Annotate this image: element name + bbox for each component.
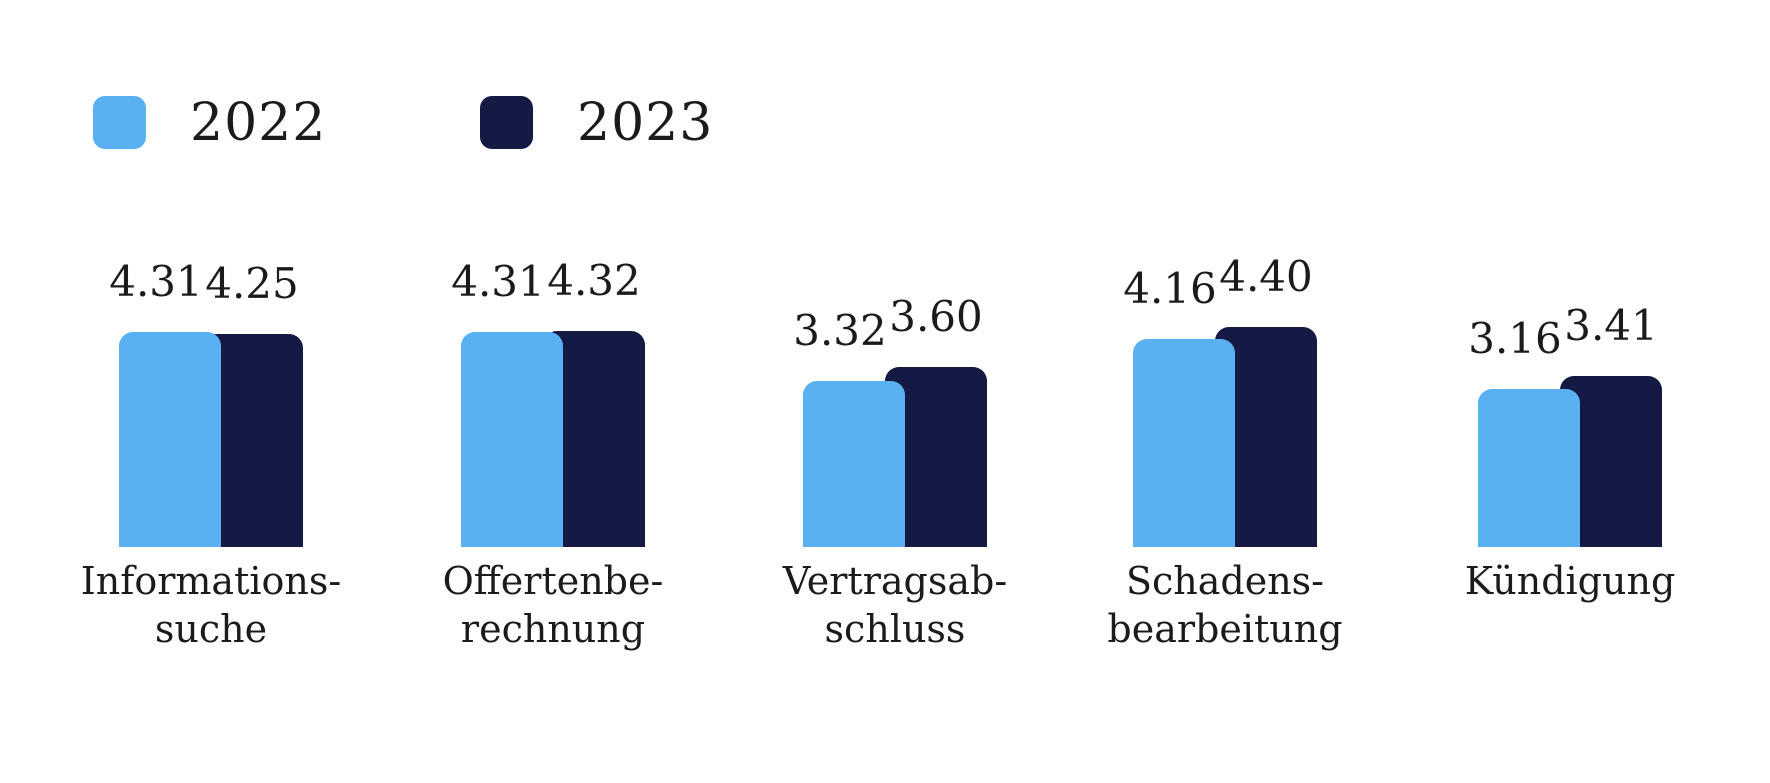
value-label-2023-4: 4.40 bbox=[1219, 252, 1313, 301]
legend-label-2023: 2023 bbox=[577, 92, 714, 153]
bar-2022-5 bbox=[1478, 389, 1580, 547]
value-label-2023-1: 4.25 bbox=[205, 259, 299, 308]
legend-item-2022: 2022 bbox=[93, 96, 326, 149]
category-label-2: Offertenbe-rechnung bbox=[442, 559, 664, 651]
legend-item-2023: 2023 bbox=[480, 96, 713, 149]
bar-2022-4 bbox=[1133, 339, 1235, 547]
bar-2022-2 bbox=[461, 332, 563, 547]
category-label-4: Schadens-bearbeitung bbox=[1107, 559, 1343, 651]
value-label-2022-3: 3.32 bbox=[793, 306, 887, 355]
value-label-2023-3: 3.60 bbox=[889, 292, 983, 341]
legend-label-2022: 2022 bbox=[190, 92, 327, 153]
legend-swatch-2022 bbox=[93, 96, 146, 149]
value-label-2023-2: 4.32 bbox=[547, 256, 641, 305]
bar-2022-1 bbox=[119, 332, 221, 547]
bar-2022-3 bbox=[803, 381, 905, 547]
value-label-2022-1: 4.31 bbox=[109, 257, 203, 306]
value-label-2022-4: 4.16 bbox=[1123, 264, 1217, 313]
category-label-3: Vertragsab-schluss bbox=[782, 559, 1008, 651]
value-label-2023-5: 3.41 bbox=[1564, 301, 1658, 350]
category-label-1: Informations-suche bbox=[80, 559, 342, 651]
value-label-2022-2: 4.31 bbox=[451, 257, 545, 306]
category-label-5: Kündigung bbox=[1464, 559, 1676, 603]
legend-swatch-2023 bbox=[480, 96, 533, 149]
value-label-2022-5: 3.16 bbox=[1468, 314, 1562, 363]
